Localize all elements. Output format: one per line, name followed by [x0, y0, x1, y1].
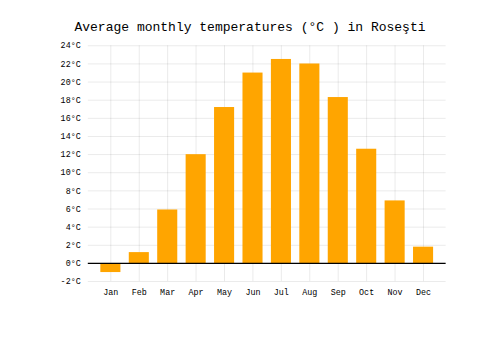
svg-text:Apr: Apr [189, 288, 204, 298]
svg-text:Feb: Feb [132, 288, 147, 298]
svg-text:10°C: 10°C [61, 168, 81, 178]
svg-text:6°C: 6°C [66, 205, 81, 215]
svg-text:2°C: 2°C [66, 241, 81, 251]
svg-text:24°C: 24°C [61, 41, 81, 51]
svg-text:0°C: 0°C [66, 259, 81, 269]
svg-text:14°C: 14°C [61, 132, 81, 142]
svg-text:18°C: 18°C [61, 96, 81, 106]
svg-text:Jan: Jan [103, 288, 118, 298]
svg-text:-2°C: -2°C [61, 277, 81, 287]
svg-text:16°C: 16°C [61, 114, 81, 124]
svg-text:Nov: Nov [388, 288, 403, 298]
svg-text:Aug: Aug [302, 288, 317, 298]
svg-text:20°C: 20°C [61, 78, 81, 88]
svg-text:Jul: Jul [274, 288, 289, 298]
svg-text:8°C: 8°C [66, 187, 81, 197]
svg-text:May: May [217, 288, 232, 298]
svg-text:Mar: Mar [160, 288, 175, 298]
svg-text:Jun: Jun [245, 288, 260, 298]
svg-text:12°C: 12°C [61, 150, 81, 160]
svg-text:Sep: Sep [331, 288, 346, 298]
svg-text:22°C: 22°C [61, 60, 81, 70]
svg-text:4°C: 4°C [66, 223, 81, 233]
svg-text:Oct: Oct [359, 288, 374, 298]
svg-text:Dec: Dec [416, 288, 431, 298]
html-text:Average monthly temperatures (: Average monthly temperatures (°C ) in Ro… [74, 20, 426, 35]
